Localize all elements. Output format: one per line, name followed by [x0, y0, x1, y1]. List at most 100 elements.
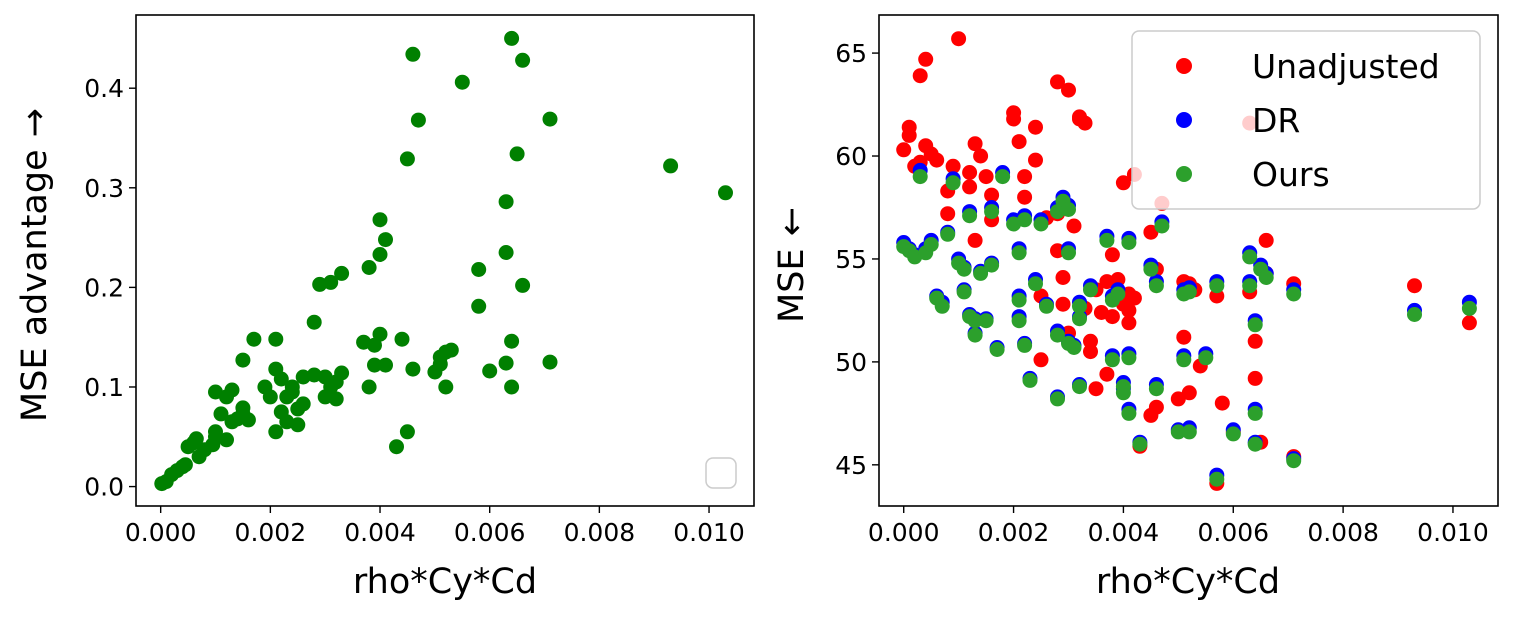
right-point-ours-19	[984, 204, 1000, 220]
left-point-advantage-28	[268, 424, 284, 440]
left-point-advantage-40	[295, 396, 311, 412]
left-xtick-label-4: 0.008	[564, 518, 636, 547]
right-point-ours-8	[940, 226, 956, 242]
left-point-advantage-66	[405, 361, 421, 377]
right-point-ours-27	[1017, 337, 1033, 353]
right-point-ours-74	[1258, 270, 1274, 285]
left-point-advantage-83	[504, 379, 520, 395]
right-point-unadjusted-39	[1066, 218, 1082, 234]
right-scatter-panel: 0.000 0.002 0.004 0.006 0.008 0.010 45 50 55 60 6…	[772, 14, 1499, 602]
left-xtick-label-2: 0.004	[344, 518, 416, 547]
left-point-advantage-36	[284, 379, 300, 395]
left-point-advantage-90	[663, 158, 679, 174]
right-point-ours-3	[912, 169, 928, 185]
left-point-advantage-60	[378, 232, 393, 248]
right-point-unadjusted-83	[1258, 232, 1274, 248]
right-xtick-label-3: 0.006	[1197, 518, 1269, 547]
left-y-axis-arrow: →	[15, 108, 55, 137]
right-point-ours-55	[1143, 261, 1159, 277]
right-point-ours-77	[1407, 307, 1422, 322]
left-ytick-label-0: 0.0	[84, 473, 124, 502]
right-ytick-label-1: 50	[835, 348, 867, 377]
right-point-unadjusted-14	[962, 165, 978, 180]
right-point-unadjusted-46	[1088, 381, 1104, 397]
legend-label-dr: DR	[1252, 101, 1300, 140]
right-point-ours-58	[1154, 218, 1170, 234]
right-y-ticks: 45 50 55 60 65	[835, 39, 879, 480]
left-point-advantage-57	[372, 247, 388, 262]
right-point-unadjusted-45	[1083, 344, 1098, 360]
left-empty-legend-box	[705, 457, 737, 489]
left-point-advantage-72	[438, 379, 454, 395]
right-point-ours-46	[1104, 352, 1120, 368]
right-point-unadjusted-53	[1110, 272, 1126, 287]
left-point-advantage-74	[443, 342, 459, 358]
right-y-axis-label: MSE ←	[772, 207, 812, 323]
right-point-unadjusted-20	[984, 187, 1000, 203]
right-point-ours-48	[1110, 286, 1126, 302]
right-point-unadjusted-35	[1055, 270, 1071, 285]
legend-box	[1131, 30, 1481, 210]
left-point-advantage-87	[515, 52, 531, 68]
right-point-unadjusted-15	[962, 179, 978, 195]
legend-label-unadjusted: Unadjusted	[1252, 47, 1440, 86]
left-points-layer	[154, 30, 733, 492]
right-point-unadjusted-2	[901, 127, 917, 143]
left-point-advantage-84	[504, 333, 520, 349]
right-xtick-label-0: 0.000	[868, 518, 940, 547]
right-point-unadjusted-42	[1077, 115, 1093, 131]
right-point-ours-32	[1039, 298, 1054, 314]
right-point-ours-66	[1209, 278, 1225, 294]
legend-marker-unadjusted	[1176, 58, 1192, 74]
right-y-axis-arrow: ←	[772, 207, 812, 236]
right-point-unadjusted-49	[1099, 366, 1115, 382]
right-point-unadjusted-32	[1050, 74, 1065, 90]
right-point-unadjusted-25	[1017, 169, 1033, 185]
left-point-advantage-85	[509, 146, 525, 162]
right-point-unadjusted-26	[1017, 189, 1033, 205]
right-point-unadjusted-4	[912, 68, 928, 84]
right-point-ours-72	[1247, 436, 1263, 452]
left-point-advantage-25	[246, 331, 262, 347]
right-point-ours-12	[956, 284, 972, 300]
left-point-advantage-13	[208, 424, 223, 440]
legend-marker-dr	[1176, 112, 1192, 128]
right-point-ours-21	[989, 342, 1005, 357]
right-point-unadjusted-24	[1011, 134, 1027, 150]
right-point-unadjusted-19	[978, 169, 994, 185]
right-point-ours-65	[1209, 471, 1225, 487]
left-point-advantage-47	[323, 274, 339, 290]
right-point-ours-35	[1050, 391, 1065, 407]
right-point-ours-25	[1011, 313, 1027, 329]
right-point-ours-20	[984, 257, 1000, 273]
right-ytick-label-4: 65	[835, 39, 867, 68]
right-xtick-label-5: 0.010	[1417, 518, 1489, 547]
right-point-ours-16	[967, 327, 983, 343]
left-point-advantage-62	[389, 439, 404, 455]
right-point-ours-11	[956, 261, 972, 277]
right-point-ours-68	[1242, 249, 1258, 265]
right-point-ours-63	[1181, 284, 1197, 300]
right-point-ours-14	[962, 208, 978, 224]
left-point-advantage-16	[219, 432, 234, 448]
left-ytick-label-4: 0.4	[84, 74, 124, 103]
left-point-advantage-79	[498, 194, 514, 210]
left-point-advantage-51	[334, 265, 350, 281]
right-point-ours-67	[1225, 426, 1241, 442]
left-point-advantage-31	[273, 371, 289, 387]
right-ytick-label-0: 45	[835, 451, 867, 480]
left-axes-frame	[135, 14, 755, 507]
right-point-ours-44	[1083, 282, 1098, 298]
right-point-ours-7	[934, 298, 950, 314]
right-point-unadjusted-36	[1055, 296, 1071, 312]
right-point-unadjusted-9	[929, 152, 945, 168]
right-point-unadjusted-16	[967, 232, 983, 248]
right-ytick-label-2: 55	[835, 245, 867, 274]
right-point-ours-42	[1072, 311, 1087, 327]
right-point-unadjusted-87	[1407, 278, 1422, 294]
legend-label-ours: Ours	[1252, 155, 1330, 194]
right-point-ours-59	[1170, 424, 1186, 440]
left-point-advantage-58	[372, 212, 388, 228]
left-point-advantage-18	[224, 382, 240, 398]
left-point-advantage-23	[235, 352, 251, 368]
